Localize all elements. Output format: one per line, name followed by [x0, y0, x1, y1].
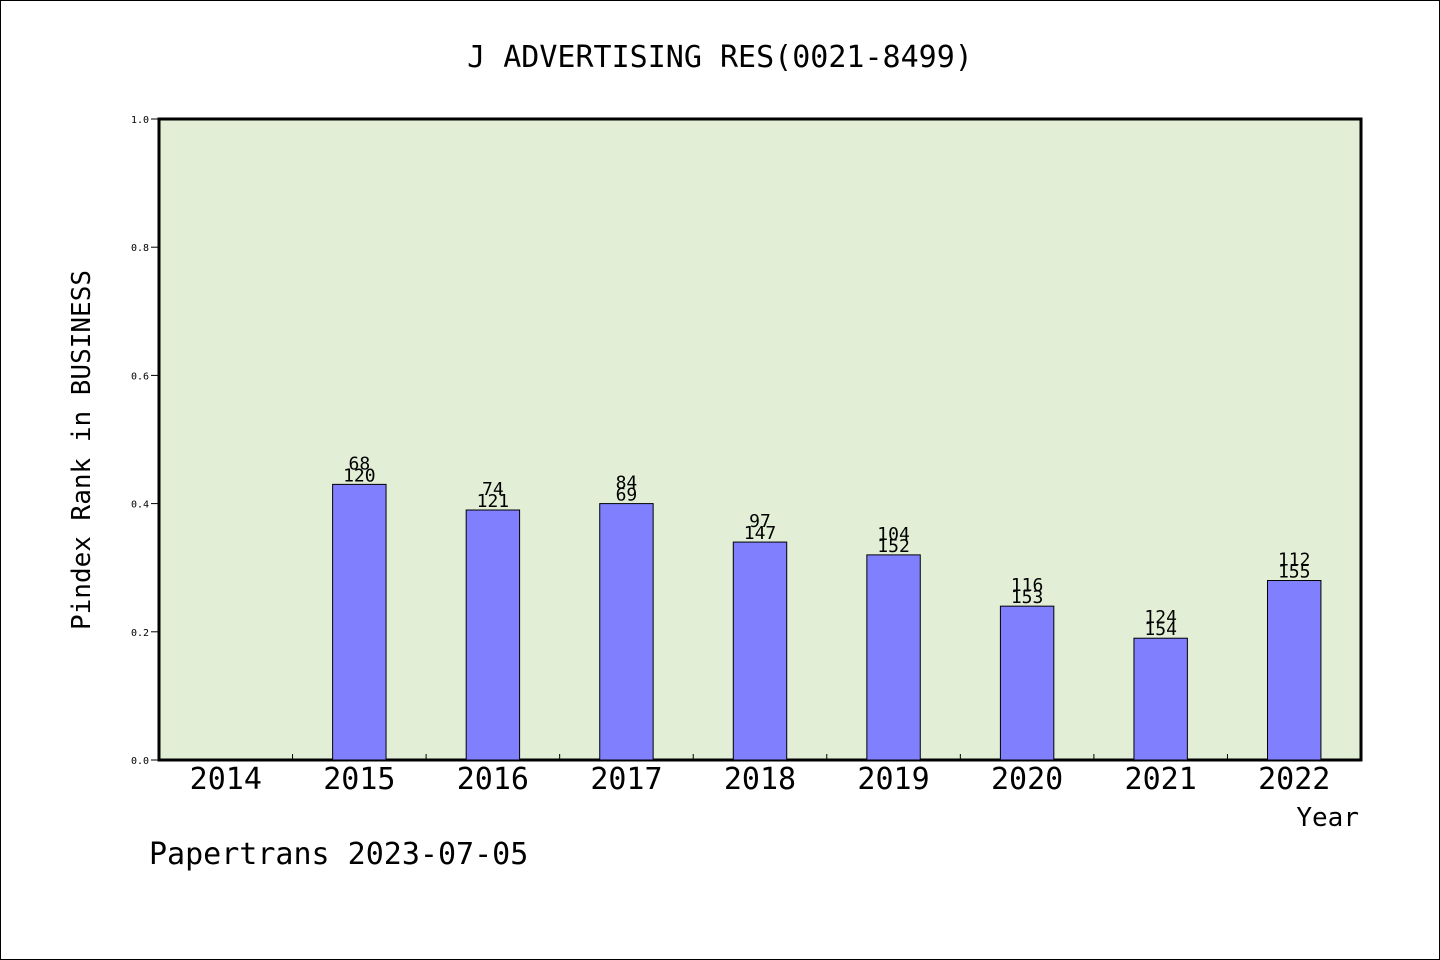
bar-label-top: 84 [616, 473, 638, 494]
bar-label-bottom: 155 [1278, 562, 1311, 583]
bar-label-bottom: 69 [616, 485, 638, 506]
y-tick-label: 0.4 [131, 500, 149, 511]
bar-label-bottom: 147 [744, 523, 777, 544]
bar-label-top: 116 [1011, 575, 1044, 596]
x-tick-label: 2018 [724, 762, 796, 797]
bar-label-bottom: 121 [477, 491, 510, 512]
y-tick-label: 1.0 [131, 115, 149, 126]
bar [732, 541, 788, 761]
bar [1267, 580, 1322, 761]
x-tick-label: 2014 [190, 762, 262, 797]
x-axis: 2014 2015 2016 2017 2018 2019 2020 2021 2022 [190, 754, 1330, 797]
bar-label-bottom: 120 [343, 465, 376, 486]
bar-label-top: 97 [749, 511, 771, 532]
y-tick-label: 0.8 [131, 243, 149, 254]
y-tick-label: 0.0 [131, 756, 149, 767]
y-tick-label: 0.6 [131, 371, 149, 382]
bar [999, 605, 1055, 761]
bar [465, 509, 521, 761]
bar-label-top: 74 [482, 479, 504, 500]
x-tick-label: 2016 [457, 762, 529, 797]
bar [599, 503, 654, 761]
bar-label-bottom: 154 [1144, 619, 1177, 640]
bar-label-top: 104 [877, 524, 910, 545]
bar-label-top: 124 [1144, 607, 1177, 628]
y-axis-label: Pindex Rank in BUSINESS [67, 270, 97, 630]
x-tick-label: 2017 [590, 762, 662, 797]
chart-title: J ADVERTISING RES(0021-8499) [467, 40, 973, 75]
bar [1133, 637, 1188, 761]
bar [866, 554, 921, 761]
y-axis: 0.0 0.2 0.4 0.6 0.8 1.0 [131, 115, 159, 767]
footer-credit: Papertrans 2023-07-05 [149, 837, 528, 872]
bar-label-top: 112 [1278, 550, 1311, 571]
x-tick-label: 2022 [1258, 762, 1330, 797]
bar-label-bottom: 153 [1011, 587, 1044, 608]
y-tick-label: 0.2 [131, 628, 149, 639]
x-tick-label: 2019 [857, 762, 929, 797]
x-tick-label: 2015 [323, 762, 395, 797]
x-axis-label: Year [1296, 803, 1359, 833]
bar-label-top: 68 [348, 453, 370, 474]
bar [332, 483, 387, 761]
bar-label-bottom: 152 [877, 536, 910, 557]
x-tick-label: 2021 [1125, 762, 1197, 797]
x-tick-label: 2020 [991, 762, 1063, 797]
